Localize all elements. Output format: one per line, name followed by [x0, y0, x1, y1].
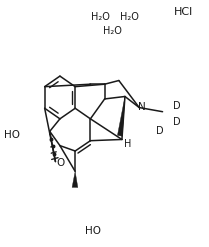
Polygon shape [72, 171, 78, 187]
Text: D: D [173, 101, 181, 111]
Text: HCl: HCl [174, 7, 194, 17]
Text: D: D [173, 117, 181, 127]
Text: O: O [57, 158, 65, 168]
Text: H₂O: H₂O [91, 12, 110, 22]
Text: HO: HO [4, 130, 20, 140]
Text: H₂O: H₂O [120, 12, 139, 22]
Polygon shape [117, 97, 125, 136]
Text: HO: HO [85, 226, 101, 236]
Text: N: N [138, 102, 145, 112]
Text: H₂O: H₂O [103, 26, 122, 36]
Text: D: D [156, 126, 164, 136]
Text: H: H [124, 139, 132, 149]
